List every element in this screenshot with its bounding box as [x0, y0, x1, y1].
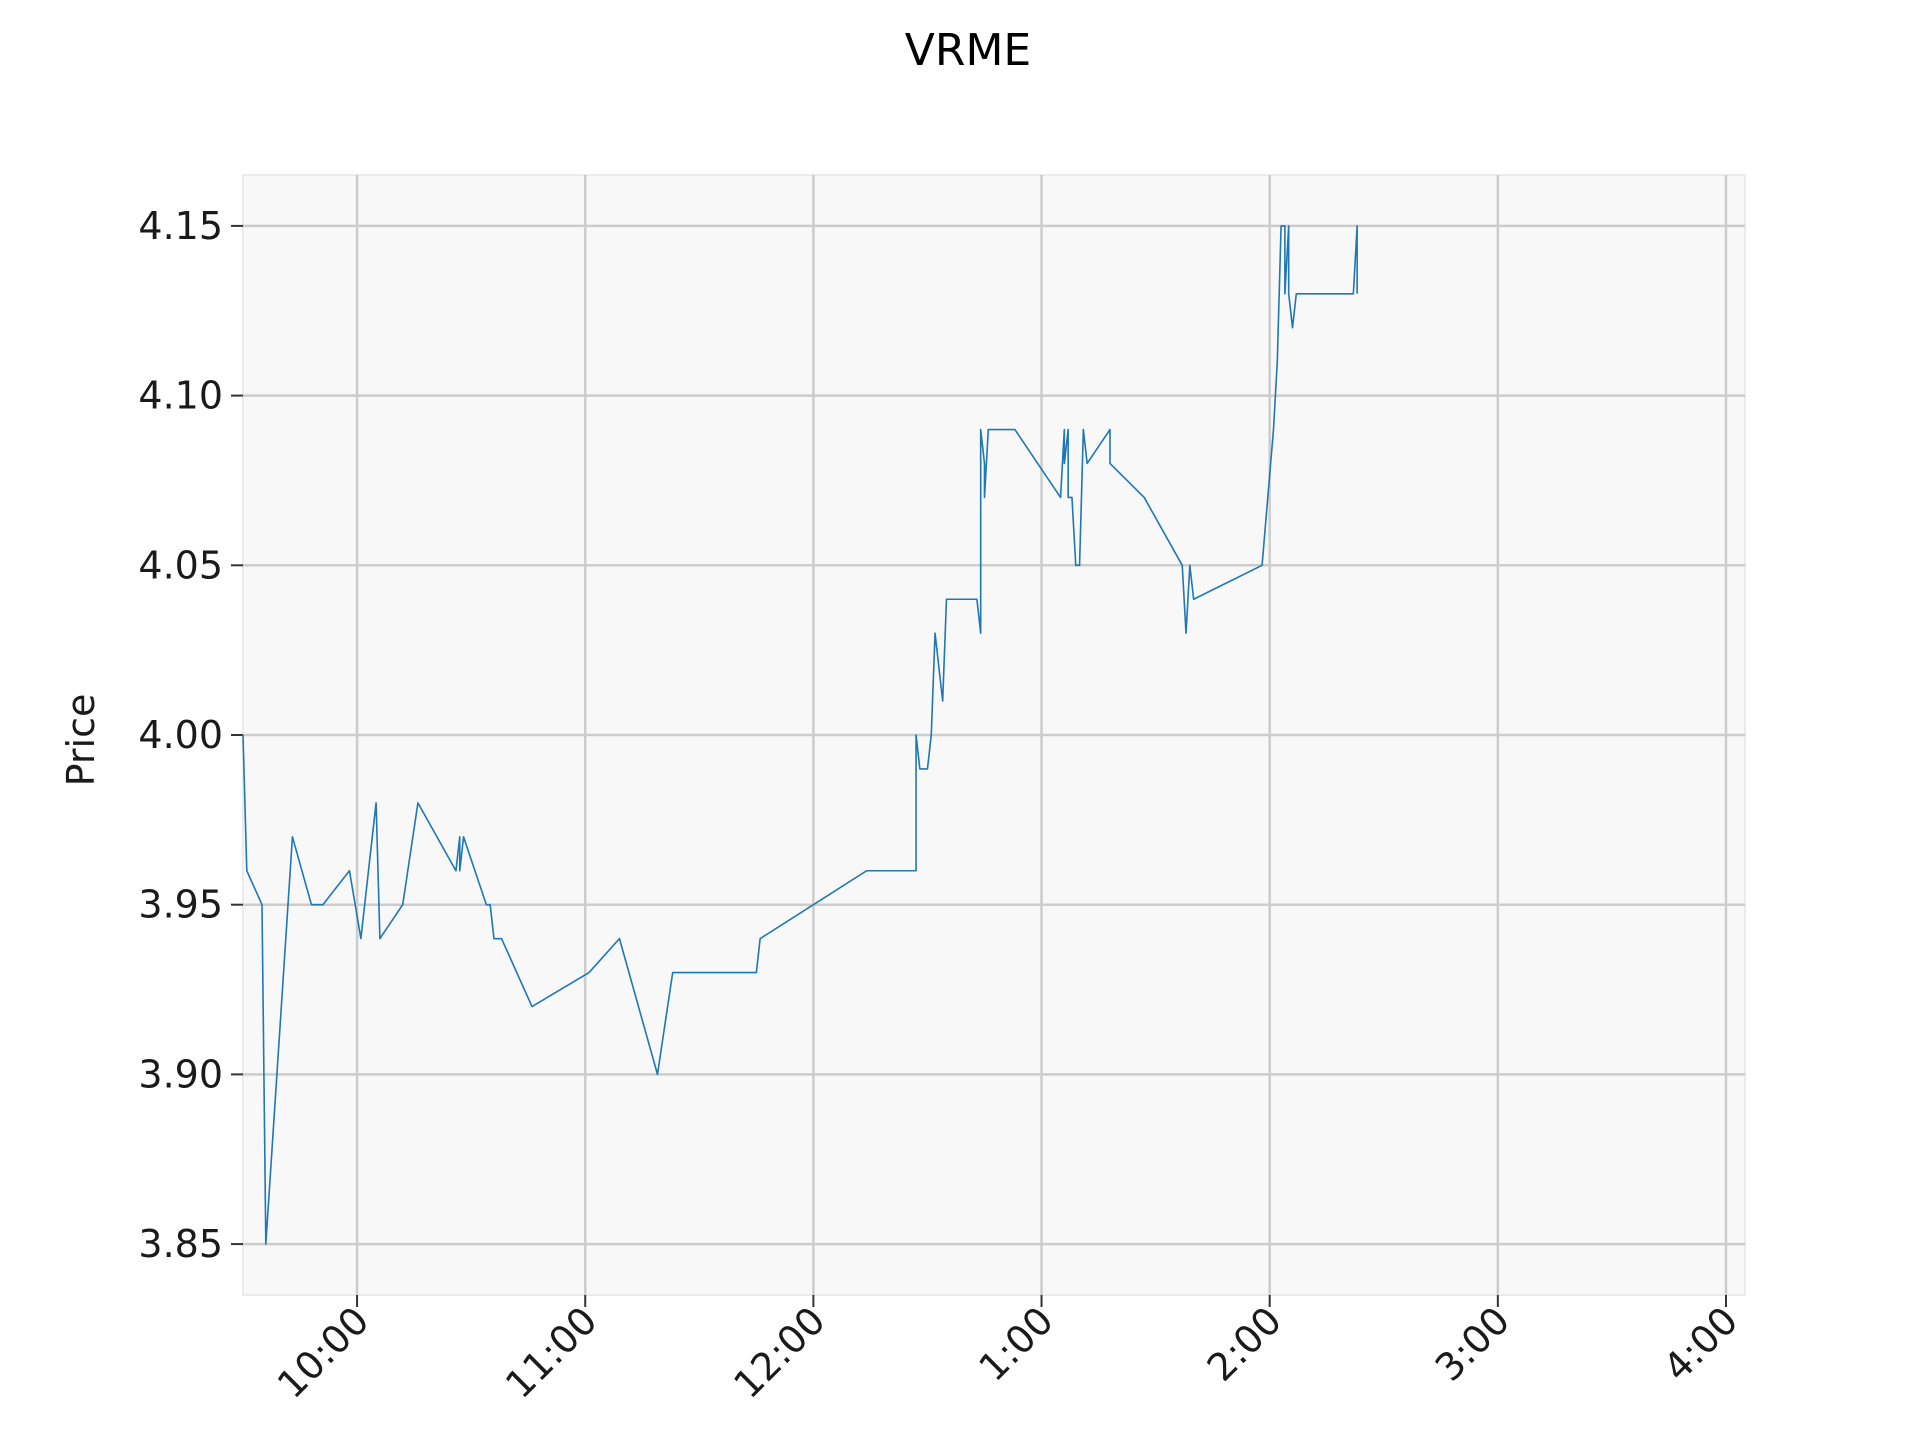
- y-tick-label: 4.00: [138, 713, 223, 757]
- x-axis-ticks: 10:00 11:00 12:00 1:00 2:00 3:00 4:00: [269, 1295, 1746, 1407]
- x-tick-label: 11:00: [497, 1298, 606, 1407]
- price-line: [242, 225, 1358, 1245]
- x-tick-label: 1:00: [970, 1298, 1061, 1389]
- x-tick-label: 12:00: [725, 1298, 834, 1407]
- x-tick-label: 4:00: [1655, 1298, 1746, 1389]
- y-tick-label: 3.90: [138, 1052, 223, 1096]
- y-tick-label: 3.85: [138, 1222, 223, 1266]
- x-tick-label: 10:00: [269, 1298, 378, 1407]
- gridlines: [243, 175, 1745, 1295]
- y-axis-ticks: 3.85 3.90 3.95 4.00 4.05 4.10 4.15: [138, 204, 243, 1266]
- chart-title: VRME: [905, 25, 1031, 76]
- y-axis-label: Price: [59, 694, 103, 787]
- y-tick-label: 4.10: [138, 374, 223, 418]
- y-tick-label: 4.15: [138, 204, 223, 248]
- x-tick-label: 2:00: [1199, 1298, 1290, 1389]
- y-tick-label: 4.05: [138, 543, 223, 587]
- y-tick-label: 3.95: [138, 883, 223, 927]
- x-tick-label: 3:00: [1427, 1298, 1518, 1389]
